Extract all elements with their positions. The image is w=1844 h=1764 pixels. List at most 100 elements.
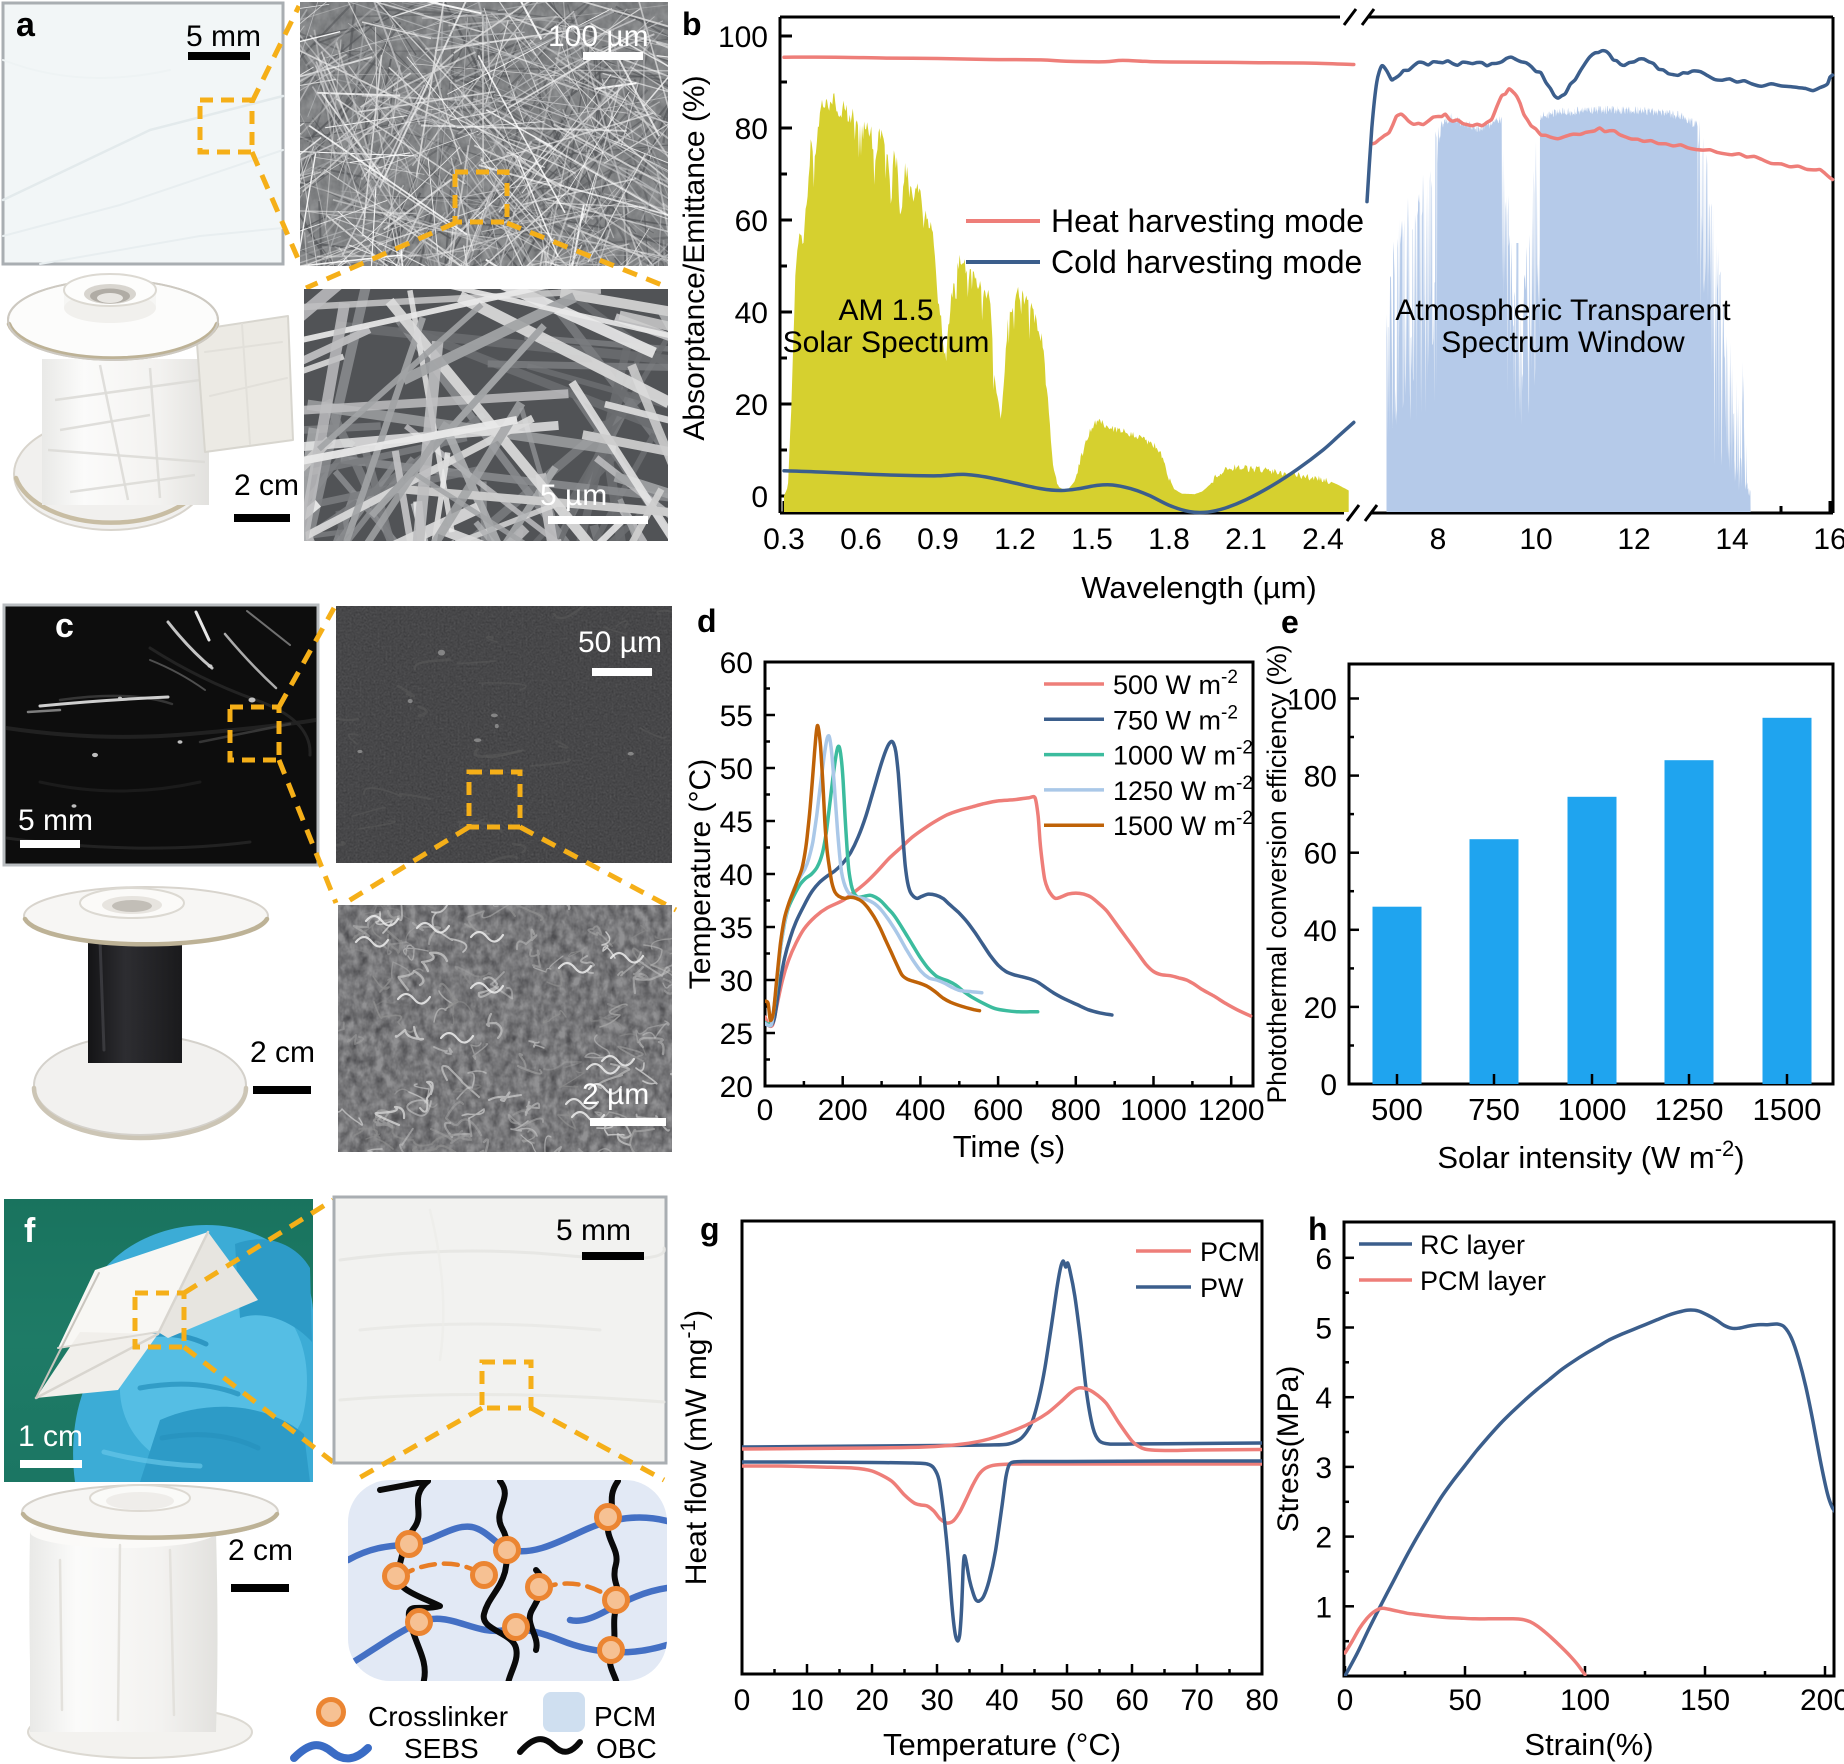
svg-text:40: 40	[985, 1684, 1018, 1717]
svg-text:4: 4	[1315, 1382, 1332, 1415]
svg-text:1000: 1000	[1120, 1094, 1187, 1127]
svg-text:20: 20	[1304, 992, 1337, 1025]
svg-text:100 µm: 100 µm	[548, 20, 649, 53]
svg-text:2 µm: 2 µm	[582, 1078, 649, 1111]
svg-text:200: 200	[818, 1094, 868, 1127]
svg-text:0: 0	[1320, 1069, 1337, 1102]
svg-text:1200: 1200	[1198, 1094, 1265, 1127]
svg-text:Photothermal conversion effici: Photothermal conversion efficiency (%)	[1262, 644, 1292, 1103]
svg-text:200: 200	[1800, 1684, 1844, 1717]
svg-text:5 mm: 5 mm	[186, 20, 261, 53]
svg-text:Time (s): Time (s)	[953, 1129, 1066, 1164]
svg-text:800: 800	[1051, 1094, 1101, 1127]
svg-text:500: 500	[1371, 1092, 1423, 1127]
svg-text:0: 0	[757, 1094, 774, 1127]
svg-text:h: h	[1308, 1211, 1328, 1247]
svg-text:1 cm: 1 cm	[18, 1420, 83, 1453]
svg-text:20: 20	[720, 1071, 753, 1104]
svg-text:a: a	[16, 6, 36, 44]
svg-text:60: 60	[1115, 1684, 1148, 1717]
svg-text:5: 5	[1315, 1313, 1332, 1346]
svg-text:50 µm: 50 µm	[578, 626, 662, 659]
svg-text:1000 W m-2: 1000 W m-2	[1113, 738, 1253, 771]
svg-text:Solar intensity (W m-2): Solar intensity (W m-2)	[1437, 1136, 1744, 1175]
svg-text:50: 50	[1050, 1684, 1083, 1717]
svg-text:Spectrum Window: Spectrum Window	[1441, 326, 1685, 359]
svg-text:0.3: 0.3	[763, 523, 805, 556]
svg-text:PCM layer: PCM layer	[1420, 1266, 1546, 1296]
svg-text:Crosslinker: Crosslinker	[368, 1701, 508, 1732]
svg-text:8: 8	[1430, 523, 1447, 556]
svg-text:60: 60	[1304, 838, 1337, 871]
svg-text:Wavelength (µm): Wavelength (µm)	[1081, 570, 1317, 605]
svg-text:750: 750	[1468, 1092, 1520, 1127]
svg-text:35: 35	[720, 912, 753, 945]
svg-text:600: 600	[973, 1094, 1023, 1127]
svg-text:100: 100	[1560, 1684, 1610, 1717]
svg-text:1500 W m-2: 1500 W m-2	[1113, 808, 1253, 841]
svg-text:2 cm: 2 cm	[234, 469, 299, 502]
svg-text:6: 6	[1315, 1243, 1332, 1276]
svg-text:60: 60	[735, 205, 768, 238]
svg-text:AM 1.5: AM 1.5	[838, 294, 933, 327]
svg-text:Temperature (°C): Temperature (°C)	[684, 759, 717, 989]
svg-text:10: 10	[790, 1684, 823, 1717]
svg-text:Solar Spectrum: Solar Spectrum	[783, 326, 990, 359]
svg-text:80: 80	[1304, 761, 1337, 794]
svg-text:60: 60	[720, 647, 753, 680]
svg-text:Heat flow (mW mg-1): Heat flow (mW mg-1)	[677, 1310, 713, 1585]
svg-text:40: 40	[735, 297, 768, 330]
svg-text:16: 16	[1813, 523, 1844, 556]
svg-text:0: 0	[751, 481, 768, 514]
svg-text:10: 10	[1519, 523, 1552, 556]
svg-text:12: 12	[1617, 523, 1650, 556]
svg-text:2 cm: 2 cm	[228, 1534, 293, 1567]
svg-text:70: 70	[1180, 1684, 1213, 1717]
svg-text:750 W m-2: 750 W m-2	[1113, 702, 1238, 735]
svg-text:Temperature (°C): Temperature (°C)	[883, 1727, 1121, 1762]
svg-text:0.9: 0.9	[917, 523, 959, 556]
svg-text:c: c	[55, 607, 74, 645]
svg-text:PW: PW	[1200, 1273, 1244, 1303]
svg-text:OBC: OBC	[596, 1733, 657, 1764]
svg-text:e: e	[1281, 604, 1299, 640]
svg-text:g: g	[700, 1211, 720, 1247]
svg-text:30: 30	[720, 965, 753, 998]
svg-text:40: 40	[1304, 915, 1337, 948]
svg-text:40: 40	[720, 859, 753, 892]
svg-text:1.8: 1.8	[1148, 523, 1190, 556]
svg-text:5 mm: 5 mm	[18, 804, 93, 837]
svg-text:2.4: 2.4	[1302, 523, 1344, 556]
svg-text:0.6: 0.6	[840, 523, 882, 556]
svg-text:3: 3	[1315, 1452, 1332, 1485]
svg-text:Cold harvesting mode: Cold harvesting mode	[1051, 244, 1362, 280]
svg-text:1: 1	[1315, 1591, 1332, 1624]
svg-text:b: b	[682, 6, 702, 42]
svg-text:30: 30	[920, 1684, 953, 1717]
svg-text:RC layer: RC layer	[1420, 1230, 1525, 1260]
svg-text:PCM: PCM	[594, 1701, 656, 1732]
svg-text:0: 0	[734, 1684, 751, 1717]
svg-text:500 W m-2: 500 W m-2	[1113, 667, 1238, 700]
svg-text:20: 20	[855, 1684, 888, 1717]
svg-text:Atmospheric Transparent: Atmospheric Transparent	[1395, 294, 1731, 327]
svg-text:14: 14	[1715, 523, 1748, 556]
svg-text:1500: 1500	[1753, 1092, 1822, 1127]
svg-text:1.5: 1.5	[1071, 523, 1113, 556]
svg-text:25: 25	[720, 1018, 753, 1051]
svg-text:SEBS: SEBS	[404, 1733, 479, 1764]
svg-text:80: 80	[735, 113, 768, 146]
svg-text:2 cm: 2 cm	[250, 1036, 315, 1069]
svg-text:100: 100	[1287, 684, 1337, 717]
svg-text:20: 20	[735, 389, 768, 422]
svg-text:50: 50	[720, 753, 753, 786]
svg-text:Strain(%): Strain(%)	[1524, 1727, 1653, 1762]
svg-text:150: 150	[1680, 1684, 1730, 1717]
svg-text:5 µm: 5 µm	[540, 479, 607, 512]
svg-text:45: 45	[720, 806, 753, 839]
svg-text:PCM: PCM	[1200, 1237, 1260, 1267]
svg-text:Heat harvesting mode: Heat harvesting mode	[1051, 203, 1364, 239]
svg-text:5 mm: 5 mm	[556, 1214, 631, 1247]
svg-text:d: d	[697, 603, 717, 639]
svg-text:0: 0	[1337, 1684, 1354, 1717]
